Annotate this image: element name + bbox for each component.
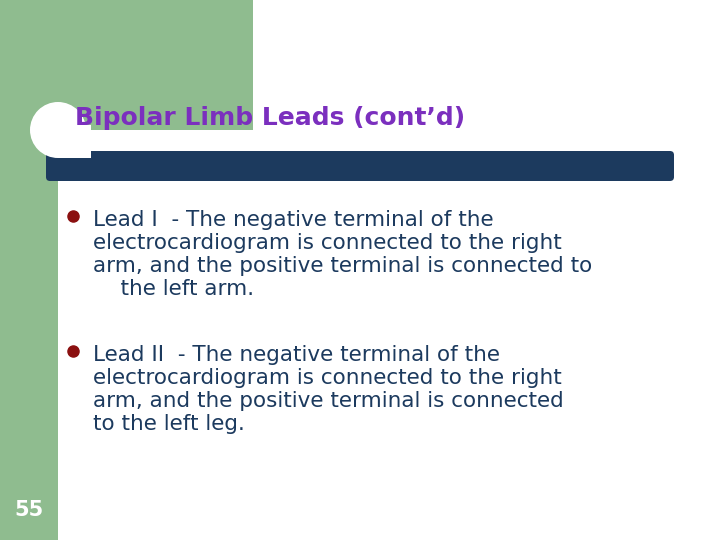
Text: Lead I  - The negative terminal of the: Lead I - The negative terminal of the: [93, 210, 494, 230]
Text: arm, and the positive terminal is connected to: arm, and the positive terminal is connec…: [93, 256, 593, 276]
Text: Lead II  - The negative terminal of the: Lead II - The negative terminal of the: [93, 345, 500, 365]
Text: 55: 55: [14, 500, 44, 520]
Circle shape: [30, 102, 86, 158]
Bar: [58, 125, 91, 158]
FancyBboxPatch shape: [46, 151, 674, 181]
Bar: [58, 0, 253, 130]
Text: arm, and the positive terminal is connected: arm, and the positive terminal is connec…: [93, 391, 564, 411]
Bar: [0, 0, 58, 540]
Text: Bipolar Limb Leads (cont’d): Bipolar Limb Leads (cont’d): [75, 106, 465, 130]
Text: to the left leg.: to the left leg.: [93, 414, 245, 434]
Text: the left arm.: the left arm.: [93, 279, 254, 299]
Text: electrocardiogram is connected to the right: electrocardiogram is connected to the ri…: [93, 233, 562, 253]
Text: electrocardiogram is connected to the right: electrocardiogram is connected to the ri…: [93, 368, 562, 388]
